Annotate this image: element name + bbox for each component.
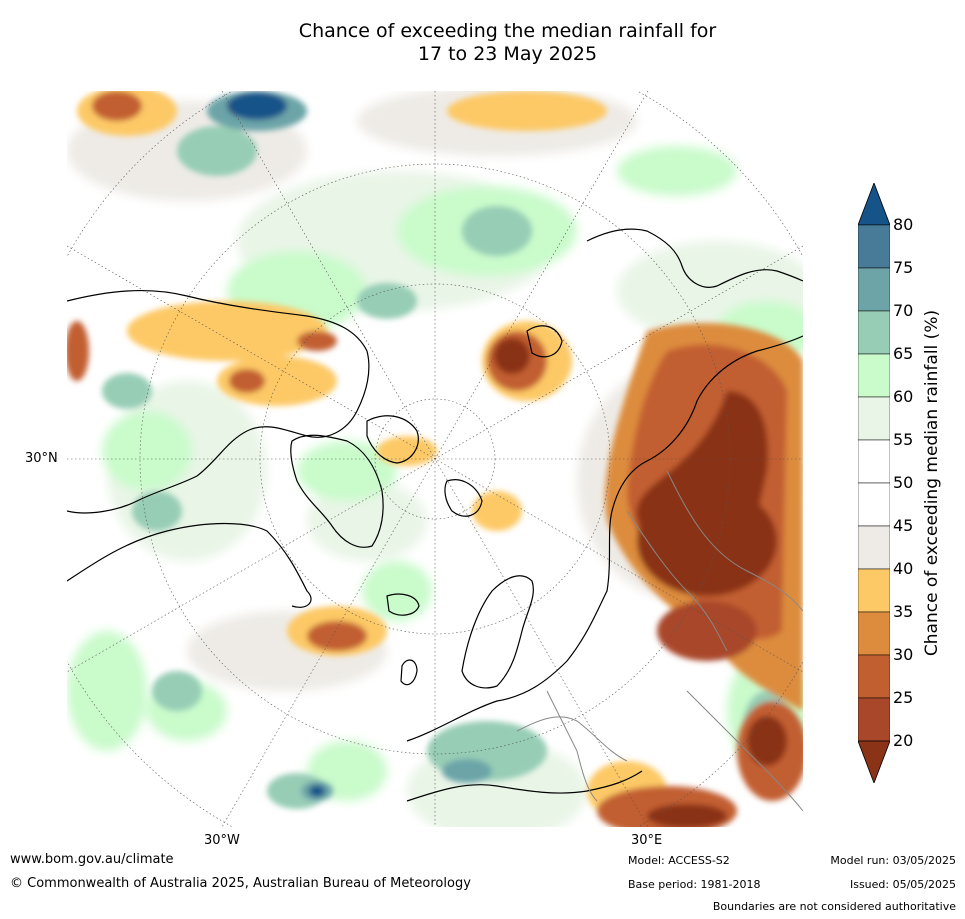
colorbar <box>858 183 890 783</box>
colorbar-band <box>858 697 890 742</box>
colorbar-extension-bottom <box>858 740 890 783</box>
patch-blue <box>309 785 325 797</box>
graticule <box>67 91 803 827</box>
patch-teal <box>177 126 257 176</box>
patch-teal <box>102 373 152 409</box>
colorbar-band <box>858 310 890 355</box>
coastline-greenland <box>290 434 384 548</box>
patch-dark-orange <box>307 621 367 651</box>
colorbar-tick-label: 60 <box>893 387 914 406</box>
patch-green <box>102 411 192 491</box>
patch-yellow <box>472 491 522 531</box>
model-text: Model: ACCESS-S2 <box>628 854 730 867</box>
patch-brown <box>747 716 787 766</box>
border <box>626 510 728 652</box>
colorbar-band <box>858 396 890 441</box>
colorbar-tick-label: 65 <box>893 344 914 363</box>
patch-teal <box>132 491 182 531</box>
colorbar-title: Chance of exceeding median rainfall (%) <box>922 309 942 657</box>
coastline-siberia <box>586 228 803 288</box>
latitude-label: 30°N <box>25 451 58 466</box>
patch-yellow <box>127 301 327 361</box>
coastline-mediterranean <box>406 770 643 802</box>
map-title: Chance of exceeding the median rainfall … <box>0 20 965 66</box>
coastline-north-america <box>67 289 370 514</box>
title-line-1: Chance of exceeding the median rainfall … <box>298 20 717 42</box>
patch-teal <box>357 283 417 319</box>
coastline-eurasia <box>406 335 803 742</box>
patch-dark-orange <box>297 331 337 351</box>
rainfall-probability-core <box>67 91 803 827</box>
coastline-arctic-island <box>366 415 419 464</box>
patch-brown <box>494 338 530 374</box>
coastline-scandinavia <box>461 575 534 689</box>
colorbar-bands <box>858 183 890 783</box>
coastline-uk <box>400 659 418 686</box>
border <box>546 690 598 802</box>
patch-teal <box>152 671 202 711</box>
longitude-label-east: 30°E <box>631 833 663 848</box>
meridian <box>67 245 803 673</box>
patch-light-green <box>307 481 427 561</box>
border <box>666 470 803 612</box>
colorbar-band <box>858 525 890 570</box>
colorbar-tick-label: 75 <box>893 258 914 277</box>
patch-blue <box>227 92 287 120</box>
colorbar-band <box>858 568 890 613</box>
colorbar-tick-label: 70 <box>893 301 914 320</box>
colorbar-tick-label: 80 <box>893 215 914 234</box>
patch-dark-orange <box>92 91 142 121</box>
patch-yellow <box>447 91 607 131</box>
patch-green <box>617 146 737 196</box>
coastline-novaya-zemlya <box>526 325 563 358</box>
title-line-2: 17 to 23 May 2025 <box>417 43 598 65</box>
border <box>686 690 803 812</box>
colorbar-band <box>858 482 890 527</box>
colorbar-band <box>858 353 890 398</box>
colorbar-tick-label: 25 <box>893 688 914 707</box>
colorbar-extension-top <box>858 183 890 226</box>
patch-green <box>362 561 432 621</box>
disclaimer-text: Boundaries are not considered authoritat… <box>712 900 956 913</box>
patch-brown <box>647 804 727 827</box>
border <box>516 716 628 762</box>
patch-yellow <box>377 436 437 466</box>
map-canvas <box>67 91 803 827</box>
colorbar-tick-label: 20 <box>893 731 914 750</box>
patch-brown <box>637 486 777 596</box>
coastline-canada <box>67 522 312 608</box>
colorbar-band <box>858 439 890 484</box>
colorbar-tick-label: 30 <box>893 645 914 664</box>
patch-dark-orange <box>229 369 265 393</box>
patch-brown <box>657 601 757 661</box>
coastline-arctic-island <box>444 479 483 517</box>
coastlines <box>67 228 803 802</box>
patch-dark-teal <box>442 759 492 783</box>
colorbar-tick-label: 50 <box>893 473 914 492</box>
coastline-iceland <box>386 593 420 616</box>
longitude-label-west: 30°W <box>204 833 240 848</box>
colorbar-tick-label: 40 <box>893 559 914 578</box>
colorbar-tick-label: 35 <box>893 602 914 621</box>
country-borders <box>516 470 803 812</box>
website-link[interactable]: www.bom.gov.au/climate <box>10 852 174 867</box>
colorbar-band <box>858 224 890 269</box>
rainfall-map <box>67 91 803 827</box>
patch-teal <box>462 206 532 256</box>
patch-dark-orange <box>67 321 89 381</box>
patch-green <box>297 441 397 501</box>
colorbar-tick-label: 55 <box>893 430 914 449</box>
colorbar-tick-label: 45 <box>893 516 914 535</box>
latitude-circle <box>139 163 731 755</box>
colorbar-band <box>858 611 890 656</box>
patch-green <box>67 631 147 751</box>
base-period-text: Base period: 1981-2018 <box>628 878 761 891</box>
issued-text: Issued: 05/05/2025 <box>849 878 956 891</box>
copyright-text: © Commonwealth of Australia 2025, Austra… <box>10 876 471 891</box>
patch-yellow <box>217 356 337 406</box>
colorbar-band <box>858 654 890 699</box>
colorbar-band <box>858 267 890 312</box>
model-run-text: Model run: 03/05/2025 <box>830 854 956 867</box>
